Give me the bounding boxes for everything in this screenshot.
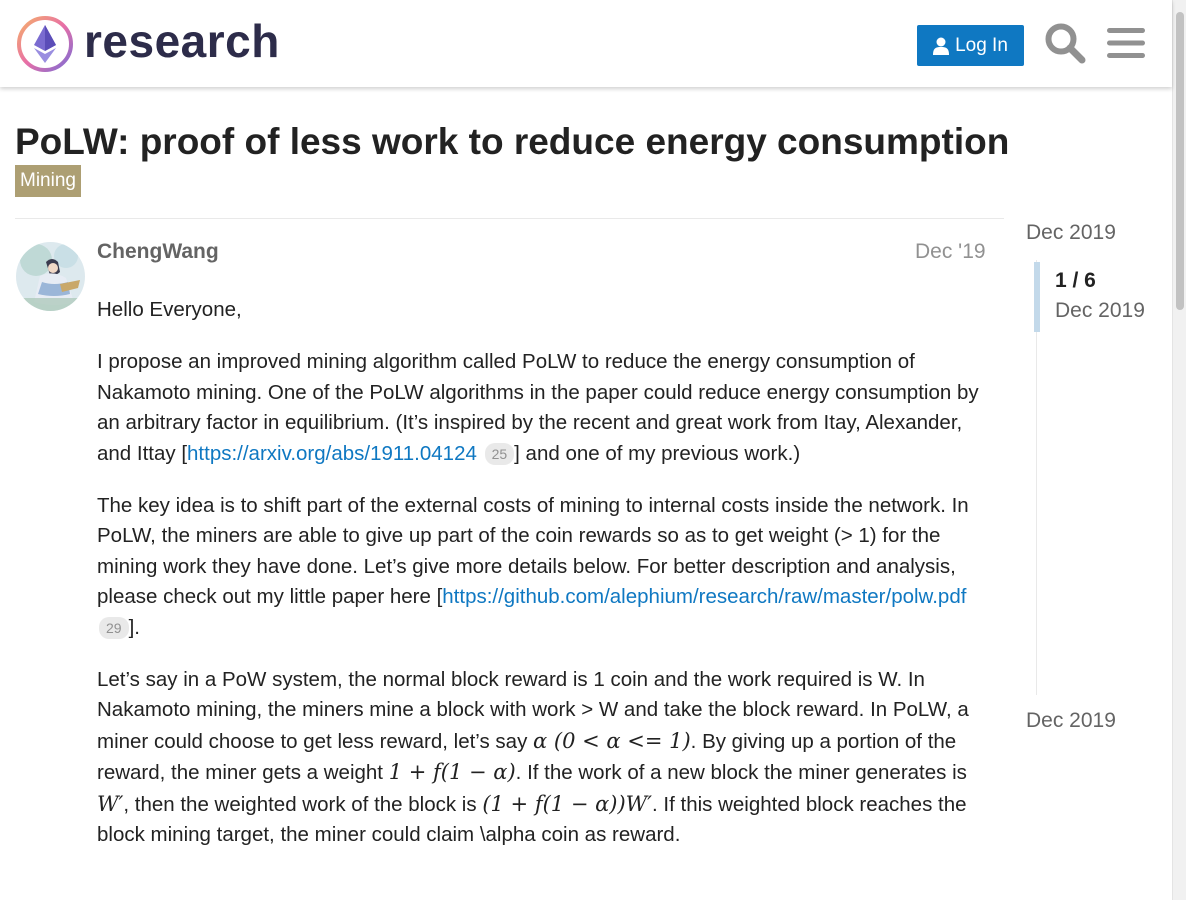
paragraph-text: I propose an improved mining algorithm c… (97, 350, 979, 465)
paragraph-text: . If the work of a new block the miner g… (515, 761, 967, 784)
math-expression: W′ (97, 791, 124, 816)
title-divider (15, 218, 1004, 219)
post-paragraph: Hello Everyone, (97, 298, 242, 321)
login-label: Log In (955, 34, 1008, 56)
scrollbar-thumb[interactable] (1176, 12, 1184, 310)
post-author[interactable]: ChengWang (97, 240, 219, 263)
timeline-rail[interactable] (1036, 260, 1037, 695)
timeline-scroll-handle[interactable] (1034, 262, 1040, 332)
paragraph-text: . By giving up a portion of the reward, … (97, 729, 957, 785)
math-expression: 1 + f(1 − α) (388, 760, 516, 784)
link-click-count: 25 (484, 442, 515, 465)
paragraph-text: ] and one of my previous work.) (514, 441, 801, 465)
link-click-count: 29 (99, 616, 129, 639)
paragraph-text: , then the weighted work of the block is (123, 792, 483, 816)
timeline-position: 1 / 6 (1055, 269, 1096, 292)
search-icon[interactable] (1044, 22, 1086, 64)
post-paragraph: The key idea is to shift part of the ext… (97, 491, 992, 644)
arxiv-link[interactable]: https://arxiv.org/abs/1911.04124 (187, 441, 477, 465)
avatar-image (16, 242, 85, 311)
paragraph-text: ]. (128, 615, 140, 639)
ethereum-research-logo-icon (17, 16, 73, 72)
timeline-current-date: Dec 2019 (1055, 299, 1145, 322)
topic-title[interactable]: PoLW: proof of less work to reduce energ… (15, 121, 1010, 162)
post-paragraph: Let’s say in a PoW system, the normal bl… (97, 665, 992, 851)
page-scrollbar[interactable] (1172, 0, 1186, 900)
site-header: research Log In (0, 0, 1172, 87)
category-badge[interactable]: Mining (15, 165, 81, 197)
math-expression: α (0 < α <= 1) (533, 728, 691, 753)
timeline-end-date[interactable]: Dec 2019 (1026, 709, 1116, 732)
site-logo[interactable]: research (16, 14, 280, 74)
math-expression: (1 + f(1 − α))W′ (482, 791, 653, 816)
login-button[interactable]: Log In (917, 25, 1024, 66)
post-date[interactable]: Dec '19 (915, 240, 986, 263)
paragraph-text: . If this weighted block reaches the blo… (97, 792, 967, 847)
avatar[interactable] (16, 242, 85, 311)
paragraph-text: The key idea is to shift part of the ext… (97, 493, 969, 609)
paper-pdf-link[interactable]: https://github.com/alephium/research/raw… (442, 585, 967, 608)
site-name: research (84, 15, 280, 67)
paragraph-text: Let’s say in a PoW system, the normal bl… (97, 667, 969, 753)
user-icon (933, 37, 950, 55)
hamburger-menu-icon[interactable] (1107, 25, 1145, 61)
post-paragraph: I propose an improved mining algorithm c… (97, 347, 992, 469)
post-body: Hello Everyone, I propose an improved mi… (97, 295, 992, 872)
timeline-start-date[interactable]: Dec 2019 (1026, 221, 1116, 244)
